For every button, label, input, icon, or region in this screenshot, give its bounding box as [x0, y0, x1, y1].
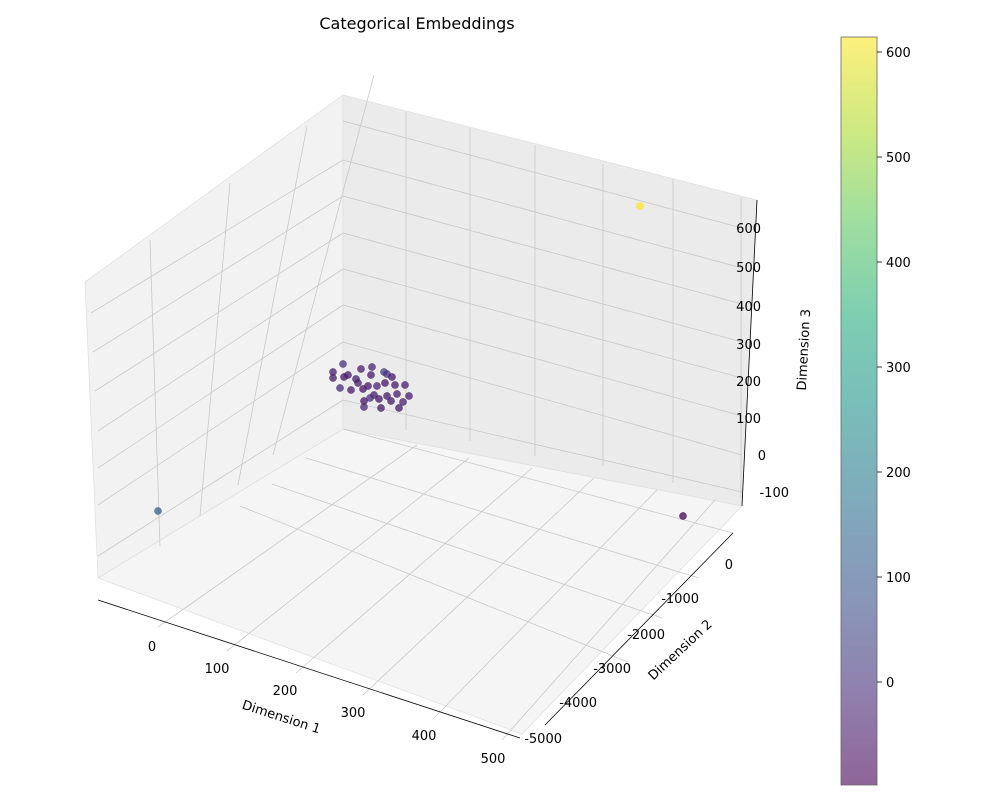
colorbar-tick-label: 500 — [886, 151, 911, 166]
grid-line — [271, 483, 663, 619]
grid-line — [342, 120, 743, 229]
scatter-point — [391, 381, 399, 389]
x-tick-label: 500 — [481, 752, 506, 767]
y-tick-label: -4000 — [559, 696, 597, 711]
scatter-point — [329, 374, 337, 382]
z-tick-label: 100 — [736, 412, 761, 427]
grid-line — [92, 195, 344, 353]
x-tick-label: 400 — [412, 729, 437, 744]
x-tick-label: 200 — [273, 684, 298, 699]
z-axis-label: Dimension 3 — [795, 309, 814, 391]
grid-line — [342, 304, 743, 417]
colorbar-tick-label: 100 — [886, 571, 911, 586]
x-tick-label: 0 — [148, 640, 156, 655]
grid-line — [94, 232, 344, 392]
scatter-point — [339, 360, 347, 368]
z-tick-label: 300 — [736, 338, 761, 353]
grid-line — [237, 125, 308, 486]
colorbar-tick-label: 0 — [886, 676, 894, 691]
grid-line — [97, 304, 344, 469]
grid-line — [501, 499, 716, 741]
grid-line — [97, 399, 344, 557]
grid-line — [157, 444, 418, 628]
scatter-point — [679, 512, 687, 520]
z-tick-label: 0 — [758, 449, 766, 464]
grid-line — [97, 268, 344, 432]
scatter-point — [636, 202, 644, 210]
grid-line — [272, 74, 375, 456]
grid-line — [342, 195, 743, 305]
colorbar-tick-label: 600 — [886, 46, 911, 61]
y-tick-label: -1000 — [661, 592, 699, 607]
colorbar-tick-label: 300 — [886, 361, 911, 376]
grid-line — [362, 477, 595, 696]
scatter-point — [401, 381, 409, 389]
scatter-point — [381, 379, 389, 387]
grid-line — [239, 505, 629, 663]
x-tick-label: 300 — [341, 706, 366, 721]
colorbar-tick-label: 400 — [886, 256, 911, 271]
scatter-point — [383, 392, 391, 400]
data-points — [154, 202, 687, 520]
scatter-point — [366, 394, 374, 402]
grid-line — [226, 457, 470, 652]
y-tick-label: -2000 — [627, 628, 665, 643]
grid-line — [342, 399, 743, 493]
scatter-point — [375, 395, 383, 403]
z-tick-label: 400 — [736, 300, 761, 315]
scatter-point — [377, 404, 385, 412]
z-tick-label: 500 — [736, 261, 761, 276]
colorbar-ticks: 0 100 200 300 400 500 600 — [877, 46, 911, 691]
scatter-point — [399, 398, 407, 406]
scatter-point — [367, 371, 375, 379]
x-axis-label: Dimension 1 — [240, 698, 322, 737]
scatter-point — [373, 382, 381, 390]
z-tick-label: 200 — [736, 375, 761, 390]
scatter-point — [347, 386, 355, 394]
grid-lines — [90, 74, 743, 741]
grid-line — [342, 268, 743, 379]
z-tick-label: -100 — [759, 486, 789, 501]
grid-line — [295, 467, 533, 674]
z-tick-label: 600 — [736, 222, 761, 237]
scatter-point — [340, 373, 348, 381]
colorbar-tick-label: 200 — [886, 466, 911, 481]
grid-line — [342, 428, 734, 534]
colorbar — [840, 36, 878, 786]
scatter-point — [388, 373, 396, 381]
scatter-point — [357, 365, 365, 373]
scatter-point — [387, 397, 395, 405]
x-tick-label: 100 — [205, 662, 230, 677]
scatter-point — [336, 384, 344, 392]
axis-ticks: 0 100 200 300 400 500 -5000 -4000 -3000 -2000 -100… — [148, 222, 789, 767]
y-tick-label: -5000 — [524, 732, 562, 747]
grid-line — [342, 341, 743, 456]
scatter-point — [359, 385, 367, 393]
chart-title: Categorical Embeddings — [319, 14, 514, 33]
scatter-point — [360, 403, 368, 411]
scatter-point — [393, 390, 401, 398]
grid-line — [305, 457, 700, 579]
scatter-point — [154, 507, 162, 515]
grid-line — [433, 489, 658, 719]
axis-lines — [97, 199, 758, 739]
y-tick-label: -3000 — [593, 662, 631, 677]
scatter-point — [368, 363, 376, 371]
grid-line — [90, 159, 344, 314]
grid-line — [342, 159, 743, 269]
scatter-point — [405, 392, 413, 400]
grid-line — [342, 232, 743, 343]
grid-line — [199, 182, 231, 517]
scatter-point — [352, 375, 360, 383]
grid-line — [97, 341, 344, 506]
scatter-point — [395, 404, 403, 412]
y-tick-label: 0 — [725, 558, 733, 573]
